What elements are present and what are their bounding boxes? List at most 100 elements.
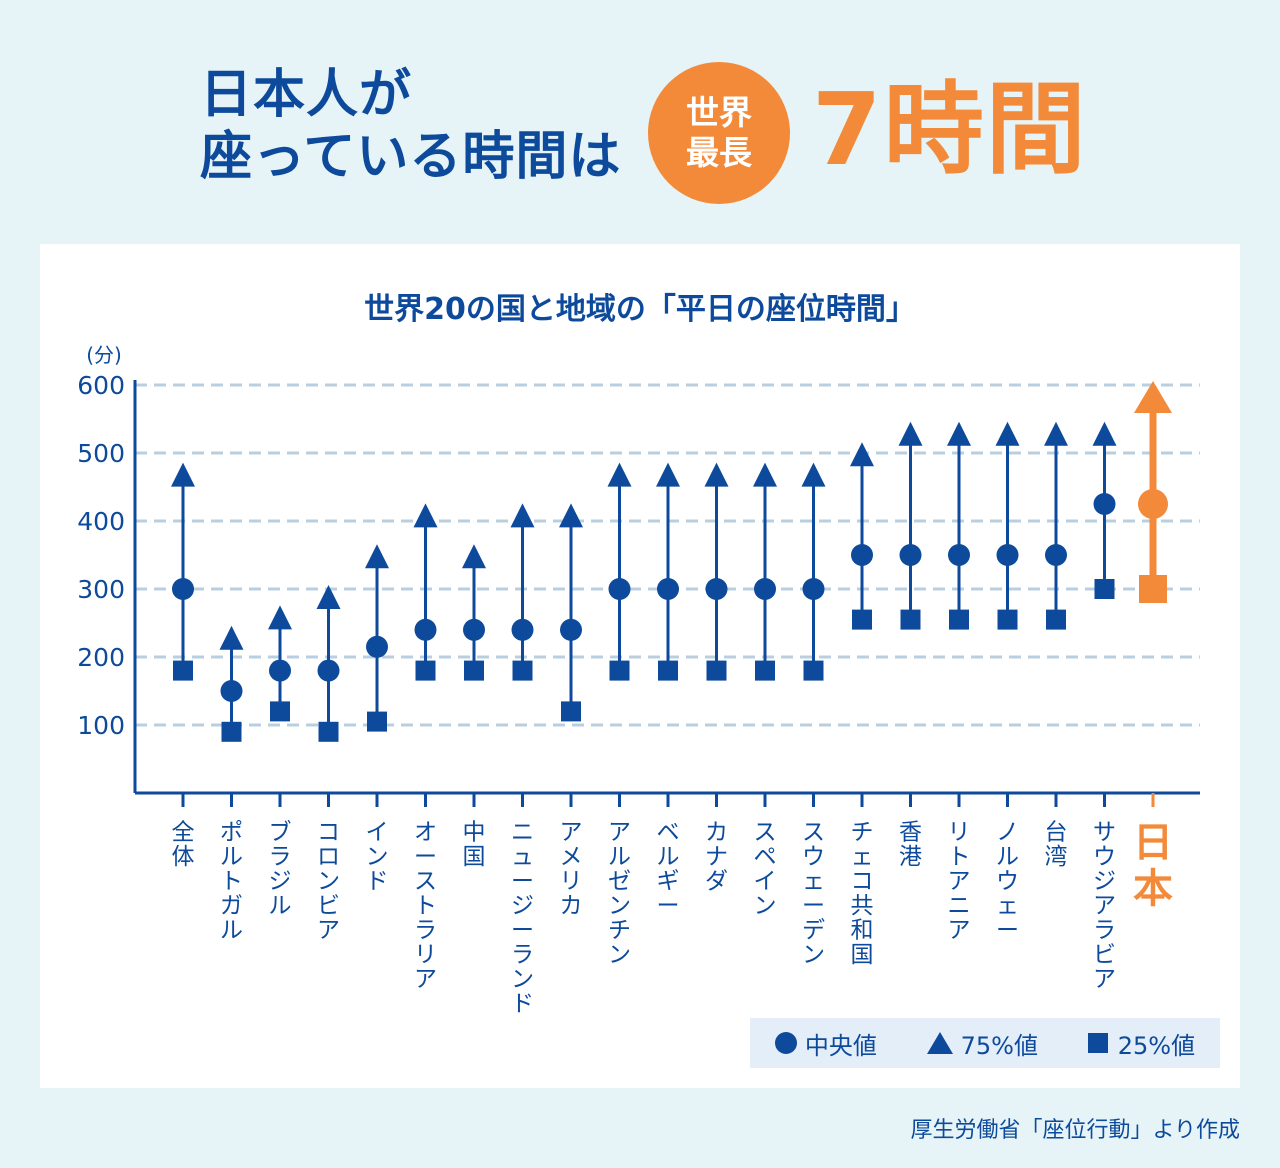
q25-marker <box>1139 575 1167 603</box>
chart-svg: 100200300400500600(分)全体ポルトガルブラジルコロンビアインド… <box>77 343 1200 1018</box>
x-category-char: 国 <box>851 942 874 968</box>
x-category-char: ン <box>754 893 777 919</box>
x-category-char: ェ <box>851 844 874 870</box>
median-marker <box>511 618 534 641</box>
x-category-char: 港 <box>899 844 922 870</box>
headline-line2: 座っている時間は <box>200 127 622 187</box>
x-category-char: ュ <box>511 844 534 870</box>
chart-title: 世界20の国と地域の「平日の座位時間」 <box>364 292 916 327</box>
median-marker <box>1138 489 1168 519</box>
headline-line1: 日本人が <box>200 65 413 125</box>
legend-q75: 75%値 <box>926 1026 1038 1061</box>
q25-marker <box>755 660 775 681</box>
q25-marker <box>852 609 872 630</box>
q75-marker <box>219 625 244 650</box>
x-category-char: イ <box>754 869 777 895</box>
x-category-char: ル <box>657 844 680 870</box>
x-category-char: ジ <box>269 869 292 895</box>
x-category-char: 国 <box>463 844 486 870</box>
x-category-char: ビ <box>1093 942 1116 968</box>
q25-marker <box>318 721 339 742</box>
median-marker <box>172 578 194 600</box>
x-category-char: ン <box>608 893 631 919</box>
y-tick-label: 400 <box>77 507 125 536</box>
x-category-char: カ <box>705 820 728 846</box>
x-category-char: ス <box>754 820 777 846</box>
q25-marker <box>1094 579 1115 599</box>
source-note: 厚生労働省「座位行動」より作成 <box>910 1118 1240 1143</box>
x-category-char: ル <box>608 844 631 870</box>
median-marker <box>220 680 243 702</box>
x-category-char: ト <box>220 869 243 895</box>
legend: 中央値 75%値 25%値 <box>750 1018 1220 1068</box>
x-category-char: コ <box>851 869 874 895</box>
x-category-char: ア <box>608 820 631 846</box>
x-category-char: ア <box>1093 967 1116 993</box>
badge-line2: 最長 <box>686 133 752 172</box>
median-marker <box>754 578 776 600</box>
world-longest-badge: 世界 最長 <box>648 62 790 204</box>
q25-marker <box>900 609 921 630</box>
x-category-char: ン <box>802 942 825 968</box>
x-category-label: 全体 <box>172 820 195 871</box>
x-category-char: 体 <box>172 844 195 870</box>
x-category-char: ト <box>948 844 971 870</box>
x-category-char: ェ <box>802 869 825 895</box>
q75-marker <box>656 462 680 487</box>
x-category-char: ー <box>511 918 534 944</box>
x-category-char: ン <box>511 967 534 993</box>
q75-marker <box>898 421 923 446</box>
median-marker <box>608 578 631 600</box>
x-category-char: サ <box>1093 820 1116 846</box>
y-tick-label: 100 <box>77 711 125 740</box>
q25-marker <box>367 711 387 732</box>
q25-marker <box>464 660 484 681</box>
x-category-char: ニ <box>948 893 971 919</box>
median-marker <box>948 544 970 566</box>
x-category-char: 中 <box>463 820 486 846</box>
q75-marker <box>268 605 292 630</box>
q25-marker <box>561 701 581 722</box>
q75-marker <box>510 503 535 528</box>
headline: 日本人が 座っている時間は <box>200 64 621 188</box>
x-category-char: リ <box>414 942 437 968</box>
circle-icon <box>774 1032 797 1054</box>
x-category-char: ル <box>220 918 243 944</box>
x-category-label: 香港 <box>899 820 922 871</box>
q75-marker <box>559 503 583 528</box>
x-category-char: 台 <box>1045 820 1068 846</box>
x-category-char: 全 <box>172 820 195 846</box>
median-marker <box>560 618 582 641</box>
x-category-char: ウ <box>996 869 1019 895</box>
x-category-char: 和 <box>851 918 874 944</box>
x-category-char: ダ <box>705 869 728 895</box>
x-category-char: ウ <box>802 844 825 870</box>
legend-q75-label: 75%値 <box>960 1031 1038 1060</box>
x-category-char: ウ <box>1093 844 1116 870</box>
x-category-char: ベ <box>657 820 680 846</box>
x-category-char: ス <box>414 869 437 895</box>
q25-marker <box>997 609 1018 630</box>
x-category-char: ー <box>996 918 1019 944</box>
x-category-char: ー <box>657 893 680 919</box>
legend-median-label: 中央値 <box>804 1031 877 1060</box>
median-marker <box>996 544 1019 566</box>
median-marker <box>802 578 825 600</box>
x-category-char: ド <box>366 869 389 895</box>
x-category-char: ラ <box>269 844 292 870</box>
x-category-char: ス <box>802 820 825 846</box>
median-marker <box>463 618 485 641</box>
x-category-char: チ <box>608 918 631 944</box>
x-category-char: ロ <box>317 844 340 870</box>
y-tick-label: 200 <box>77 643 125 672</box>
q25-marker <box>803 660 824 681</box>
y-tick-label: 500 <box>77 439 125 468</box>
x-category-char: ノ <box>996 820 1019 846</box>
y-tick-label: 300 <box>77 575 125 604</box>
median-marker <box>851 544 873 566</box>
q75-marker <box>462 544 486 569</box>
q25-marker <box>1046 609 1066 630</box>
